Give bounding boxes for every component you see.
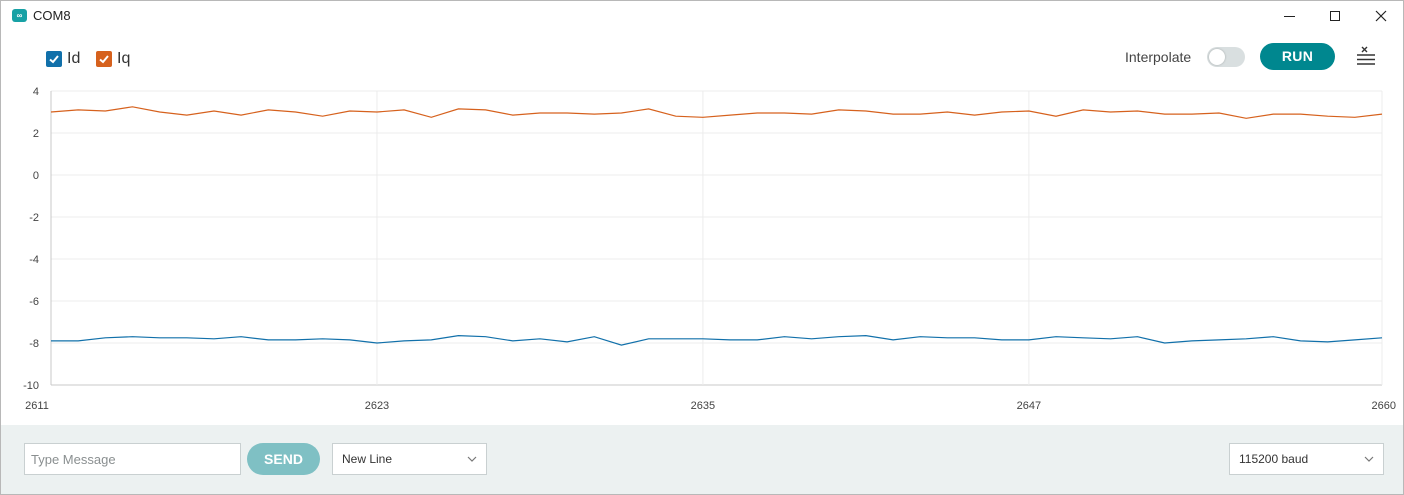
chevron-down-icon [1364, 456, 1374, 462]
window-title: COM8 [33, 8, 71, 23]
legend-label-iq: Iq [117, 50, 131, 67]
close-button[interactable] [1358, 1, 1404, 31]
x-tick-label: 2660 [1372, 400, 1396, 412]
legend-checkbox-iq[interactable] [96, 51, 112, 67]
series-line-id [51, 334, 1383, 346]
y-tick-label: 0 [33, 170, 39, 182]
y-tick-label: 2 [33, 128, 39, 140]
y-tick-label: -10 [23, 380, 39, 392]
checkmark-icon [99, 55, 109, 64]
legend-checkbox-id[interactable] [46, 51, 62, 67]
message-input[interactable] [24, 443, 241, 475]
clear-output-icon[interactable] [1353, 44, 1379, 70]
y-tick-label: -8 [29, 338, 39, 350]
plotter-toolbar: Id Iq Interpolate RUN [1, 39, 1403, 75]
legend-item-id[interactable]: Id [46, 49, 80, 69]
plot-area: 4 2 0 -2 -4 -6 -8 -10 2611 2623 2635 2647 2660 [23, 86, 1396, 412]
y-tick-label: -6 [29, 296, 39, 308]
baud-rate-value: 115200 baud [1239, 452, 1309, 466]
run-button[interactable]: RUN [1260, 43, 1335, 70]
baud-rate-select[interactable]: 115200 baud [1229, 443, 1384, 475]
close-icon [1375, 10, 1387, 22]
interpolate-toggle[interactable] [1207, 47, 1245, 67]
x-tick-label: 2623 [365, 400, 389, 412]
title-bar: ∞ COM8 [1, 1, 1403, 31]
maximize-button[interactable] [1312, 1, 1358, 31]
y-tick-label: 4 [33, 86, 39, 98]
send-button[interactable]: SEND [247, 443, 320, 475]
x-tick-label: 2635 [691, 400, 715, 412]
x-tick-label: 2647 [1017, 400, 1041, 412]
series-line-iq [50, 106, 1383, 119]
minimize-icon [1283, 15, 1295, 17]
maximize-icon [1330, 11, 1340, 21]
legend-label-id: Id [67, 50, 81, 67]
x-tick-label: 2611 [25, 400, 49, 412]
minimize-button[interactable] [1266, 1, 1312, 31]
line-ending-value: New Line [342, 452, 393, 466]
legend-item-iq[interactable]: Iq [96, 49, 130, 69]
arduino-app-icon: ∞ [12, 9, 27, 22]
y-tick-label: -4 [29, 254, 39, 266]
chevron-down-icon [467, 456, 477, 462]
toggle-knob [1209, 49, 1225, 65]
interpolate-label: Interpolate [1125, 49, 1192, 65]
message-bar: SEND New Line 115200 baud [1, 425, 1403, 494]
checkmark-icon [49, 55, 59, 64]
y-tick-label: -2 [29, 212, 39, 224]
line-ending-select[interactable]: New Line [332, 443, 487, 475]
